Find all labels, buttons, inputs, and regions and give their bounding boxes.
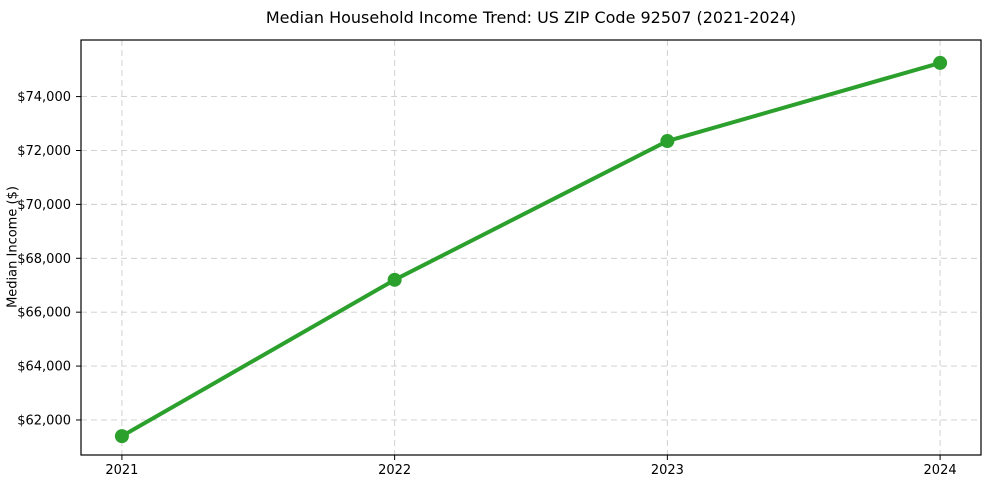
y-tick-label: $68,000 — [17, 252, 71, 267]
x-tick-label: 2023 — [651, 463, 684, 478]
data-point-2023 — [660, 134, 675, 149]
y-tick-label: $64,000 — [17, 360, 71, 375]
trend-line — [119, 60, 943, 439]
y-tick-label: $66,000 — [17, 306, 71, 321]
data-point-2021 — [114, 429, 129, 444]
y-tick-label: $62,000 — [17, 413, 71, 428]
data-point-2022 — [387, 272, 402, 287]
y-tick-label: $72,000 — [17, 144, 71, 159]
data-point-2024 — [933, 55, 948, 70]
x-tick-label: 2022 — [378, 463, 411, 478]
y-tick-label: $74,000 — [17, 90, 71, 105]
plot-border — [80, 39, 982, 456]
y-axis-label: Median Income ($) — [5, 186, 21, 308]
x-tick-label: 2024 — [924, 463, 957, 478]
x-tick-label: 2021 — [105, 463, 138, 478]
chart-title: Median Household Income Trend: US ZIP Co… — [265, 8, 797, 27]
y-tick-label: $70,000 — [17, 198, 71, 213]
